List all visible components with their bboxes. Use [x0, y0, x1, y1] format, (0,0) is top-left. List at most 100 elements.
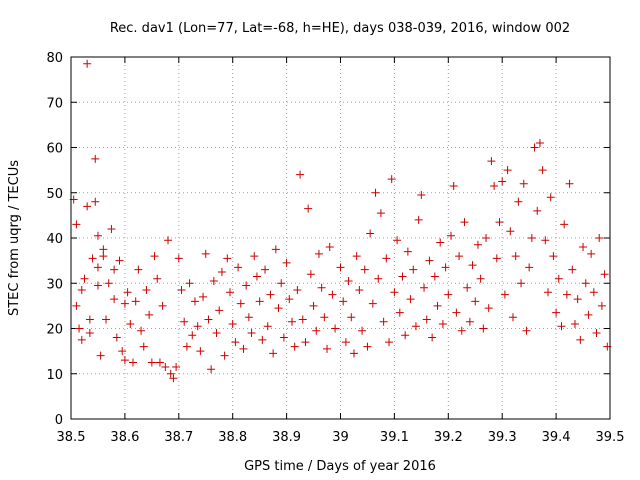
data-point [387, 175, 396, 184]
data-point [565, 179, 574, 188]
data-point [177, 286, 186, 295]
data-point [128, 358, 137, 367]
data-point [517, 279, 526, 288]
data-point [420, 283, 429, 292]
data-point [107, 224, 116, 233]
data-point [314, 249, 323, 258]
marks-layer [69, 59, 612, 383]
data-point [118, 347, 127, 356]
data-point [568, 265, 577, 274]
x-tick-label: 38.9 [272, 430, 301, 445]
plot-frame [70, 56, 611, 420]
data-point [188, 331, 197, 340]
y-tick-label: 0 [55, 413, 63, 428]
x-tick-label: 38.8 [218, 430, 247, 445]
data-point [471, 297, 480, 306]
x-tick-label: 38.6 [110, 430, 139, 445]
data-point [455, 252, 464, 261]
data-point [339, 297, 348, 306]
data-point [83, 59, 92, 68]
data-point [441, 263, 450, 272]
data-point [390, 288, 399, 297]
data-point [398, 272, 407, 281]
data-point [164, 236, 173, 245]
data-point [500, 290, 509, 299]
data-point [134, 265, 143, 274]
data-point [503, 166, 512, 175]
tick-labels-layer: 38.5 38.6 38.7 38.8 38.9 39 39.1 39.2 39.3 39.4 39… [46, 51, 624, 445]
data-point [331, 324, 340, 333]
data-point [498, 177, 507, 186]
data-point [457, 326, 466, 335]
data-point [271, 245, 280, 254]
data-point [476, 274, 485, 283]
data-point [220, 351, 229, 360]
data-point [242, 281, 251, 290]
data-point [325, 243, 334, 252]
y-tick-label: 70 [46, 96, 63, 111]
data-point [279, 333, 288, 342]
data-point [282, 258, 291, 267]
data-point [258, 335, 267, 344]
data-point [579, 243, 588, 252]
data-point [508, 313, 517, 322]
x-tick-label: 38.5 [57, 430, 86, 445]
x-axis-label: GPS time / Days of year 2016 [244, 459, 436, 474]
data-point [226, 288, 235, 297]
data-point [131, 297, 140, 306]
data-point [93, 231, 102, 240]
data-point [436, 238, 445, 247]
data-point [336, 263, 345, 272]
y-axis-label: STEC from uqrg / TECUs [7, 160, 22, 316]
data-point [199, 292, 208, 301]
data-point [88, 254, 97, 263]
data-point [145, 310, 154, 319]
data-point [492, 254, 501, 263]
data-point [91, 154, 100, 163]
data-point [161, 362, 170, 371]
x-tick-label: 39.4 [542, 430, 571, 445]
data-point [514, 197, 523, 206]
data-point [433, 301, 442, 310]
data-point [401, 331, 410, 340]
data-point [301, 338, 310, 347]
data-point [584, 310, 593, 319]
data-point [366, 229, 375, 238]
data-point [212, 329, 221, 338]
data-point [153, 274, 162, 283]
data-point [91, 197, 100, 206]
data-point [557, 322, 566, 331]
data-point [592, 329, 601, 338]
data-point [452, 308, 461, 317]
data-point [169, 374, 178, 383]
data-point [255, 297, 264, 306]
grid-layer [71, 57, 610, 419]
data-point [204, 315, 213, 324]
y-tick-label: 80 [46, 51, 63, 66]
data-point [506, 227, 515, 236]
data-point [126, 319, 135, 328]
data-point [538, 166, 547, 175]
data-point [207, 365, 216, 374]
data-point [209, 276, 218, 285]
data-point [266, 290, 275, 299]
data-point [269, 349, 278, 358]
data-point [252, 272, 261, 281]
data-point [552, 308, 561, 317]
data-point [309, 301, 318, 310]
data-point [371, 188, 380, 197]
data-point [99, 252, 108, 261]
data-point [385, 338, 394, 347]
data-point [150, 252, 159, 261]
data-point [460, 218, 469, 227]
data-point [180, 317, 189, 326]
data-point [298, 315, 307, 324]
data-point [196, 347, 205, 356]
data-point [93, 263, 102, 272]
data-point [250, 252, 259, 261]
data-point [234, 263, 243, 272]
data-point [110, 265, 119, 274]
data-point [554, 274, 563, 283]
data-point [77, 286, 86, 295]
data-point [231, 338, 240, 347]
